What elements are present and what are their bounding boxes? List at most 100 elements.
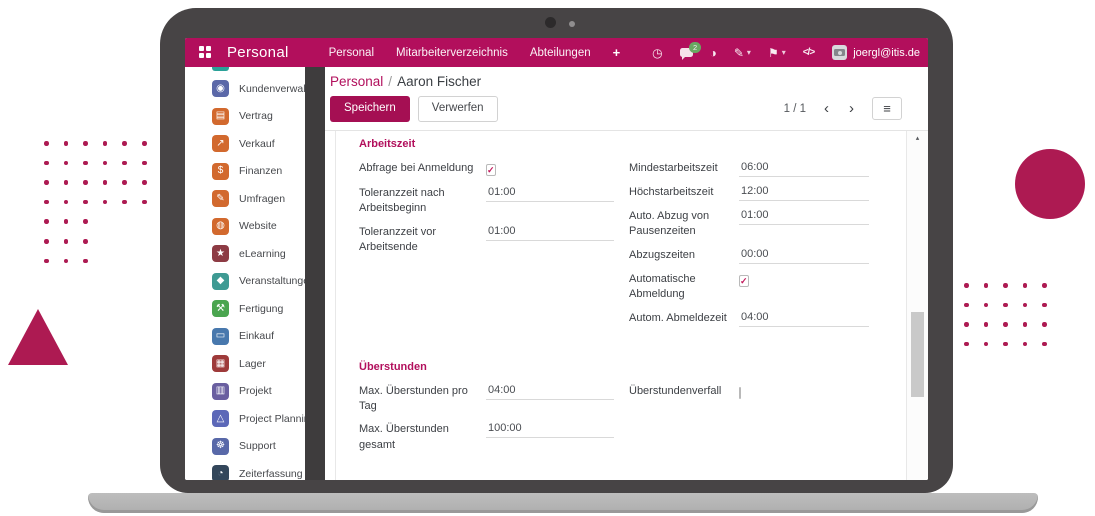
decor-dot xyxy=(1022,341,1028,347)
sidebar-item-einkauf[interactable]: ▭ Einkauf xyxy=(185,323,305,351)
scrollbar[interactable]: ▴ xyxy=(906,131,928,480)
edit-pencil-icon[interactable]: ✎ ▾ xyxy=(734,46,751,60)
checkbox-automatische-abmeldung[interactable]: ✓ xyxy=(739,274,749,287)
finance-invoice-icon: $ xyxy=(212,162,229,180)
helpdesk-icon: ☸ xyxy=(212,437,229,455)
decor-dot xyxy=(1003,322,1008,327)
sidebar-item-label: Kundenverwaltung xyxy=(239,82,305,95)
top-navbar: Personal Personal Mitarbeiterverzeichnis A… xyxy=(185,38,928,67)
decor-dot xyxy=(102,160,108,166)
breadcrumb-parent[interactable]: Personal xyxy=(330,74,384,89)
pager-previous-icon[interactable]: ‹ xyxy=(824,100,829,117)
unread-count-badge: 2 xyxy=(689,42,701,53)
flag-icon-glyph: ⚑ xyxy=(767,45,779,60)
input-max-überstunden-gesamt[interactable] xyxy=(486,421,614,439)
list-view-icon[interactable]: ≡ xyxy=(872,97,902,120)
decor-dot xyxy=(1022,283,1028,288)
input-toleranzzeit-nach-arbeitsbeginn[interactable] xyxy=(486,185,614,202)
user-email: joergl@itis.de xyxy=(853,46,920,59)
sidebar-item-label: Fertigung xyxy=(239,302,284,315)
nav-menu-item-personal[interactable]: Personal xyxy=(328,46,374,59)
scrollbar-thumb[interactable] xyxy=(911,312,924,397)
sidebar-item-kundenverwaltung[interactable]: ◉ Kundenverwaltung xyxy=(185,75,305,103)
decor-dot xyxy=(122,199,127,205)
discard-button[interactable]: Verwerfen xyxy=(417,96,498,122)
decor-dot xyxy=(1042,283,1047,288)
sidebar-item-lager[interactable]: ▦ Lager xyxy=(185,350,305,378)
sidebar-item-website[interactable]: ◍ Website xyxy=(185,213,305,241)
activity-clock-icon[interactable]: ◷ xyxy=(652,46,662,60)
input-auto-abzug-von-pausenzeiten[interactable] xyxy=(739,208,869,225)
screen: Personal Personal Mitarbeiterverzeichnis A… xyxy=(185,38,928,480)
field-autom-abmeldezeit: Autom. Abmeldezeit xyxy=(629,309,869,327)
user-menu[interactable]: joergl@itis.de xyxy=(832,45,920,60)
panel-divider xyxy=(305,67,325,480)
nav-menu-item-abteilungen[interactable]: Abteilungen xyxy=(529,46,591,59)
sidebar-item-umfragen[interactable]: ✎ Umfragen xyxy=(185,185,305,213)
checkbox-überstundenverfall[interactable] xyxy=(739,386,741,399)
webcam-icon xyxy=(545,17,556,28)
field-max-überstunden-gesamt: Max. Überstunden gesamt xyxy=(359,421,614,453)
developer-code-icon-glyph: </> xyxy=(802,47,816,58)
decor-dot xyxy=(964,302,969,308)
input-toleranzzeit-vor-arbeitsende[interactable] xyxy=(486,223,614,241)
section-title: Überstunden xyxy=(359,360,427,373)
decor-dot xyxy=(142,141,147,146)
decor-dot xyxy=(63,141,69,146)
sidebar-item-projekt[interactable]: ▥ Projekt xyxy=(185,378,305,406)
main-content: Personal / Aaron Fischer Speichern Verwerf… xyxy=(325,67,928,480)
contrast-icon-glyph: ◑ xyxy=(709,45,717,60)
decor-dot xyxy=(122,160,127,166)
sidebar-item-project-planning[interactable]: △ Project Planning xyxy=(185,405,305,433)
decor-dot xyxy=(44,258,49,264)
decor-dot xyxy=(63,239,69,244)
content-header: Personal / Aaron Fischer Speichern Verwerf… xyxy=(325,67,928,131)
sidebar-item-label: Support xyxy=(239,440,276,453)
apps-grid-icon[interactable] xyxy=(199,46,212,59)
sidebar-item-zeiterfassung[interactable]: ◔ Zeiterfassung xyxy=(185,460,305,480)
decor-dot xyxy=(63,199,69,205)
sidebar-item-vertrag[interactable]: ▤ Vertrag xyxy=(185,103,305,131)
sidebar-item-verkauf[interactable]: ↗ Verkauf xyxy=(185,130,305,158)
field-label: Autom. Abmeldezeit xyxy=(629,311,727,324)
systray: ◷ 2 ◑ ✎ ▾ ⚑ ▾ </> xyxy=(652,42,816,60)
sidebar-item-veranstaltungen[interactable]: ◆ Veranstaltungen xyxy=(185,268,305,296)
decor-dot xyxy=(102,199,108,205)
messages-icon[interactable]: 2 xyxy=(679,42,701,60)
decor-dot xyxy=(44,219,49,224)
checkbox-abfrage-bei-anmeldung[interactable]: ✓ xyxy=(486,164,496,176)
input-autom-abmeldezeit[interactable] xyxy=(739,309,869,327)
developer-code-icon[interactable]: </> xyxy=(802,47,816,58)
chevron-down-icon: ▾ xyxy=(781,48,786,57)
sidebar-item-fertigung[interactable]: ⚒ Fertigung xyxy=(185,295,305,323)
activity-clock-icon-glyph: ◷ xyxy=(652,45,663,60)
contrast-icon[interactable]: ◑ xyxy=(710,46,717,60)
decor-dot xyxy=(964,322,969,327)
save-button[interactable]: Speichern xyxy=(330,96,410,122)
scroll-up-icon[interactable]: ▴ xyxy=(915,135,920,142)
nav-menu-item-mitarbeiterverzeichnis[interactable]: Mitarbeiterverzeichnis xyxy=(396,46,508,59)
field-label: Überstundenverfall xyxy=(629,384,722,397)
sidebar-item-finanzen[interactable]: $ Finanzen xyxy=(185,158,305,186)
flag-icon[interactable]: ⚑ ▾ xyxy=(768,46,786,60)
chat-bubble-icon xyxy=(679,48,693,60)
pager-next-icon[interactable]: › xyxy=(849,100,854,117)
decor-dot xyxy=(63,160,69,166)
input-abzugszeiten[interactable] xyxy=(739,246,869,264)
input-höchstarbeitszeit[interactable] xyxy=(739,184,869,201)
sidebar-item-elearning[interactable]: ★ eLearning xyxy=(185,240,305,268)
field-auto-abzug-von-pausenzeiten: Auto. Abzug von Pausenzeiten xyxy=(629,208,869,240)
sidebar-item-label: Finanzen xyxy=(239,165,283,178)
field-toleranzzeit-vor-arbeitsende: Toleranzzeit vor Arbeitsende xyxy=(359,223,614,256)
decor-dot xyxy=(83,199,88,205)
decor-dot xyxy=(122,141,127,146)
decor-dot xyxy=(964,341,969,347)
add-menu-button[interactable]: + xyxy=(612,45,621,60)
input-max-überstunden-pro-tag[interactable] xyxy=(486,382,614,400)
decor-dot xyxy=(1003,302,1008,308)
field-label: Toleranzzeit nach Arbeitsbeginn xyxy=(359,187,445,215)
decor-dot xyxy=(1042,341,1047,347)
input-mindestarbeitszeit[interactable] xyxy=(739,160,869,177)
sidebar-item-support[interactable]: ☸ Support xyxy=(185,433,305,461)
